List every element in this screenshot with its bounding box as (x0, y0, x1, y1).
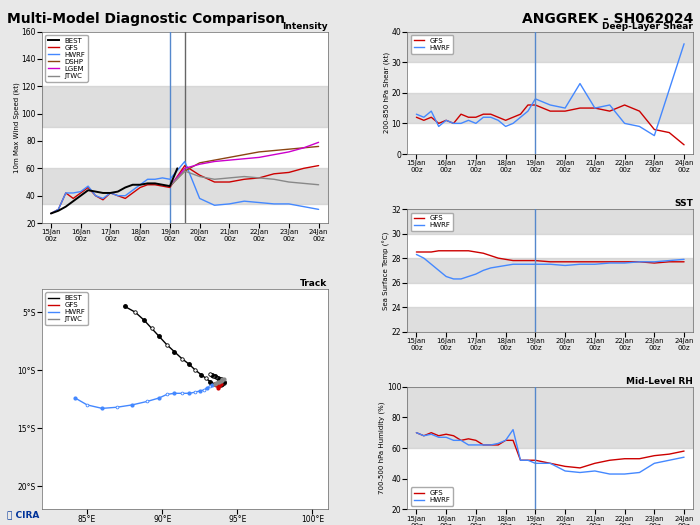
Bar (42, 86, 328, 127)
Text: Track: Track (300, 279, 328, 288)
Text: Mid-Level RH: Mid-Level RH (626, 377, 693, 386)
Text: Intensity: Intensity (282, 22, 328, 31)
Legend: BEST, GFS, HWRF, JTWC: BEST, GFS, HWRF, JTWC (46, 292, 88, 325)
Bar (407, 387, 693, 448)
Bar (407, 32, 693, 62)
Legend: GFS, HWRF: GFS, HWRF (411, 35, 454, 54)
Legend: GFS, HWRF: GFS, HWRF (411, 487, 454, 506)
Y-axis label: Sea Surface Temp (°C): Sea Surface Temp (°C) (383, 231, 390, 310)
Y-axis label: 200-850 hPa Shear (kt): 200-850 hPa Shear (kt) (384, 52, 390, 133)
Text: Multi-Model Diagnostic Comparison: Multi-Model Diagnostic Comparison (7, 12, 285, 26)
Text: Ⓝ CIRA: Ⓝ CIRA (7, 511, 39, 520)
Bar (407, 209, 693, 234)
Bar (407, 307, 693, 332)
Bar (42, 169, 328, 204)
Y-axis label: 10m Max Wind Speed (kt): 10m Max Wind Speed (kt) (13, 82, 20, 173)
Bar (407, 258, 693, 282)
Text: ANGGREK - SH062024: ANGGREK - SH062024 (522, 12, 693, 26)
Text: SST: SST (674, 200, 693, 208)
Text: Deep-Layer Shear: Deep-Layer Shear (602, 22, 693, 31)
Bar (407, 93, 693, 123)
Legend: GFS, HWRF: GFS, HWRF (411, 213, 454, 231)
Y-axis label: 700-500 hPa Humidity (%): 700-500 hPa Humidity (%) (379, 402, 385, 494)
Legend: BEST, GFS, HWRF, DSHP, LGEM, JTWC: BEST, GFS, HWRF, DSHP, LGEM, JTWC (46, 35, 88, 82)
